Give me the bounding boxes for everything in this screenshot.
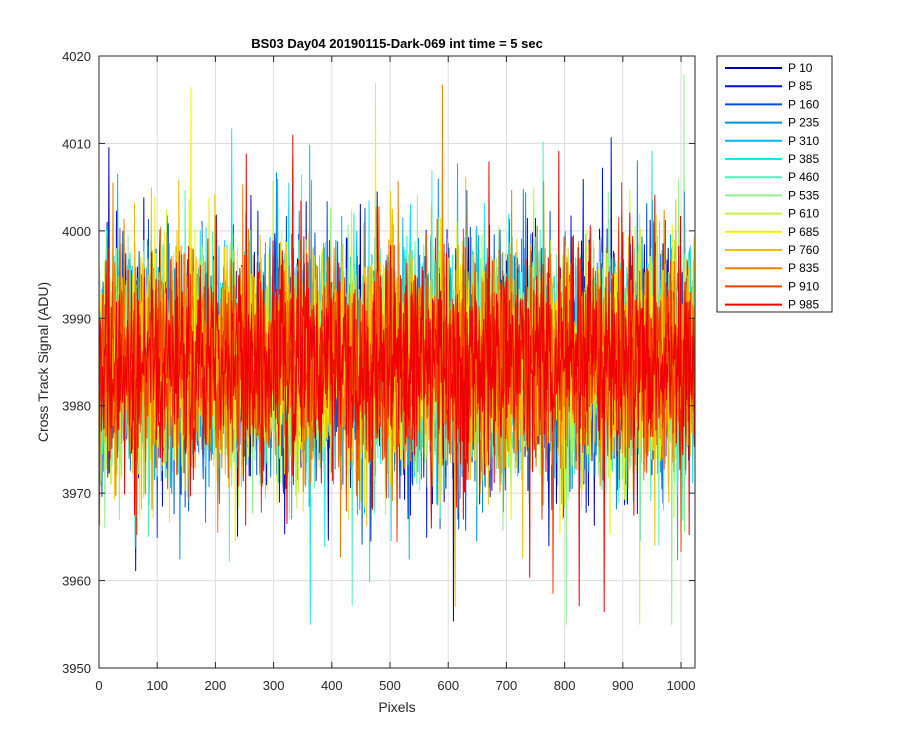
legend-label: P 460 xyxy=(788,170,819,184)
x-axis-label: Pixels xyxy=(378,699,415,715)
y-tick-label: 3950 xyxy=(62,661,91,676)
x-tick-label: 0 xyxy=(95,678,102,693)
series-layer xyxy=(99,74,695,625)
legend-label: P 10 xyxy=(788,61,813,75)
x-tick-label: 900 xyxy=(612,678,634,693)
y-tick-label: 3970 xyxy=(62,486,91,501)
legend-label: P 835 xyxy=(788,261,819,275)
legend-label: P 160 xyxy=(788,97,819,111)
legend: P 10 P 85 P 160 P 235 P 310 P 385 P 460 P 535 P … xyxy=(716,55,833,313)
legend-label: P 685 xyxy=(788,225,819,239)
y-tick-label: 4020 xyxy=(62,49,91,64)
y-axis-label: Cross Track Signal (ADU) xyxy=(35,282,51,442)
plot-frame xyxy=(98,55,696,669)
y-tick-label: 3980 xyxy=(62,399,91,414)
legend-label: P 235 xyxy=(788,116,819,130)
y-tick-label: 3990 xyxy=(62,311,91,326)
x-tick-label: 700 xyxy=(496,678,518,693)
axis-ticks: 0 100 200 300 400 500 600 700 800 900 1000 3950 3960… xyxy=(62,49,695,693)
legend-label: P 85 xyxy=(788,79,813,93)
y-tick-label: 3960 xyxy=(62,574,91,589)
x-tick-label: 500 xyxy=(379,678,401,693)
legend-label: P 535 xyxy=(788,188,819,202)
y-tick-label: 4000 xyxy=(62,224,91,239)
legend-label: P 385 xyxy=(788,152,819,166)
x-tick-label: 200 xyxy=(205,678,227,693)
x-tick-label: 400 xyxy=(321,678,343,693)
legend-box xyxy=(716,55,833,313)
x-tick-label: 800 xyxy=(554,678,576,693)
legend-label: P 610 xyxy=(788,207,819,221)
legend-label: P 985 xyxy=(788,298,819,312)
chart-title: BS03 Day04 20190115-Dark-069 int time = … xyxy=(251,36,543,51)
x-tick-label: 100 xyxy=(146,678,168,693)
series-line-p985 xyxy=(99,134,695,613)
x-tick-label: 300 xyxy=(263,678,285,693)
x-tick-label: 1000 xyxy=(667,678,696,693)
legend-label: P 310 xyxy=(788,134,819,148)
x-tick-label: 600 xyxy=(437,678,459,693)
legend-label: P 910 xyxy=(788,279,819,293)
legend-label: P 760 xyxy=(788,243,819,257)
y-tick-label: 4010 xyxy=(62,136,91,151)
